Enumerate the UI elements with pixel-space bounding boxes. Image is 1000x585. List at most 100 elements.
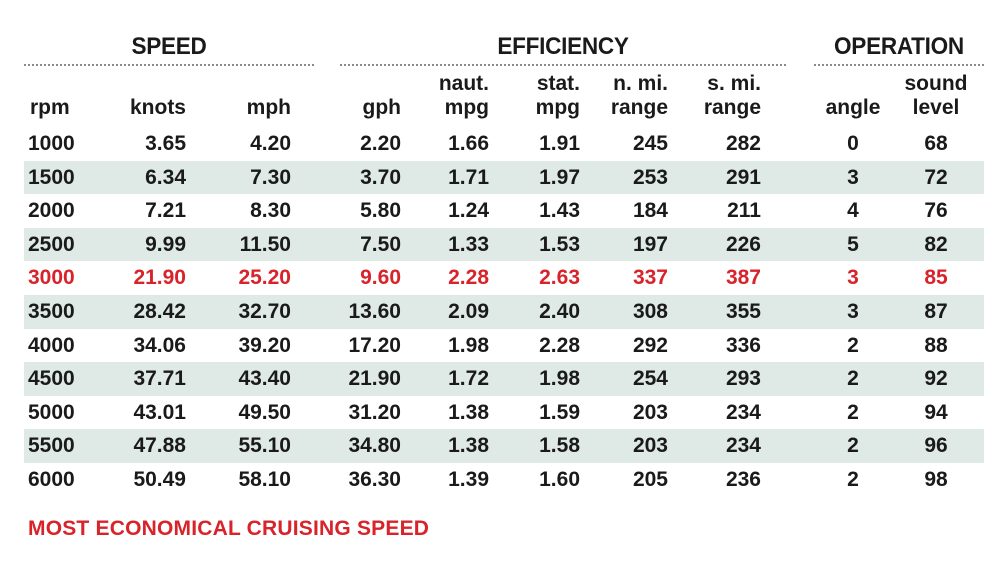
cell-stat-mpg: 1.58 bbox=[539, 434, 580, 458]
cell-naut-mpg: 1.39 bbox=[448, 468, 489, 491]
cell-gph: 34.80 bbox=[348, 434, 401, 458]
cell-s-mi-range: 336 bbox=[725, 333, 761, 357]
col-header-line2: gph bbox=[362, 96, 401, 119]
footnote: MOST ECONOMICAL CRUISING SPEED bbox=[28, 517, 430, 540]
table-row: 3500 28.42 32.70 13.60 2.09 2.40 308 355 3 87 bbox=[24, 295, 984, 329]
group-title-operation: OPERATION bbox=[834, 33, 964, 60]
col-header-line2: knots bbox=[129, 96, 186, 119]
cell-stat-mpg: 1.53 bbox=[539, 232, 580, 256]
table-row: 2500 9.99 11.50 7.50 1.33 1.53 197 226 5 82 bbox=[24, 227, 984, 262]
cell-angle: 5 bbox=[847, 232, 859, 256]
cell-stat-mpg: 1.43 bbox=[539, 199, 580, 223]
cell-knots: 37.71 bbox=[133, 367, 186, 391]
cell-mph: 32.70 bbox=[238, 300, 291, 323]
cell-angle: 2 bbox=[847, 434, 859, 458]
cell-rpm: 3500 bbox=[28, 300, 75, 323]
cell-mph: 39.20 bbox=[238, 333, 291, 357]
cell-mph: 49.50 bbox=[238, 400, 291, 424]
col-header-line1: stat. bbox=[536, 72, 580, 95]
cell-knots: 7.21 bbox=[145, 199, 186, 223]
cell-gph: 2.20 bbox=[360, 132, 401, 155]
col-header-line1: s. mi. bbox=[707, 72, 761, 95]
cell-s-mi-range: 355 bbox=[725, 300, 761, 323]
table-row: 2000 7.21 8.30 5.80 1.24 1.43 184 211 4 76 bbox=[24, 194, 984, 228]
cell-s-mi-range: 234 bbox=[725, 400, 761, 424]
cell-gph: 9.60 bbox=[360, 266, 401, 290]
cell-mph: 11.50 bbox=[239, 232, 291, 256]
cell-n-mi-range: 205 bbox=[632, 468, 668, 491]
cell-s-mi-range: 293 bbox=[725, 367, 761, 391]
group-rule-speed bbox=[24, 64, 314, 66]
cell-gph: 36.30 bbox=[348, 468, 401, 491]
cell-gph: 17.20 bbox=[348, 333, 401, 357]
cell-mph: 4.20 bbox=[250, 132, 291, 155]
cell-rpm: 1500 bbox=[28, 165, 75, 189]
cell-sound-level: 76 bbox=[924, 199, 948, 223]
table-row: 5000 43.01 49.50 31.20 1.38 1.59 203 234 2 94 bbox=[24, 396, 984, 430]
table-row: 6000 50.49 58.10 36.30 1.39 1.60 205 236 2 98 bbox=[24, 463, 984, 497]
cell-knots: 3.65 bbox=[145, 132, 186, 155]
cell-angle: 2 bbox=[847, 400, 859, 424]
cell-rpm: 5000 bbox=[28, 400, 75, 424]
cell-knots: 50.49 bbox=[133, 468, 186, 491]
col-header-angle: angle bbox=[793, 70, 913, 120]
col-header-naut-mpg: naut. mpg bbox=[439, 70, 489, 120]
cell-n-mi-range: 254 bbox=[632, 367, 668, 391]
col-header-line2: mpg bbox=[535, 96, 580, 119]
cell-naut-mpg: 1.98 bbox=[448, 333, 489, 357]
group-title-speed: SPEED bbox=[131, 33, 207, 60]
cell-naut-mpg: 1.38 bbox=[448, 434, 489, 458]
cell-naut-mpg: 1.24 bbox=[448, 199, 489, 223]
cell-knots: 34.06 bbox=[133, 333, 186, 357]
cell-sound-level: 98 bbox=[924, 468, 948, 491]
col-header-line1: naut. bbox=[438, 72, 489, 95]
cell-sound-level: 94 bbox=[924, 400, 948, 424]
cell-stat-mpg: 1.60 bbox=[539, 468, 580, 491]
cell-sound-level: 68 bbox=[924, 132, 948, 155]
cell-rpm: 2500 bbox=[28, 232, 75, 256]
cell-rpm: 2000 bbox=[28, 199, 75, 223]
cell-gph: 31.20 bbox=[348, 400, 401, 424]
cell-rpm: 6000 bbox=[28, 468, 75, 491]
cell-n-mi-range: 253 bbox=[632, 165, 668, 189]
cell-n-mi-range: 292 bbox=[632, 333, 668, 357]
cell-sound-level: 87 bbox=[924, 300, 948, 323]
cell-sound-level: 92 bbox=[924, 367, 948, 391]
cell-knots: 43.01 bbox=[133, 400, 186, 424]
table-row: 5500 47.88 55.10 34.80 1.38 1.58 203 234 2 96 bbox=[24, 429, 984, 463]
col-header-n-mi-range: n. mi. range bbox=[611, 70, 668, 120]
cell-naut-mpg: 2.28 bbox=[448, 266, 489, 290]
cell-sound-level: 96 bbox=[924, 434, 948, 458]
col-header-line2: level bbox=[912, 96, 960, 119]
cell-n-mi-range: 197 bbox=[632, 232, 668, 256]
cell-sound-level: 85 bbox=[924, 266, 948, 290]
cell-knots: 6.34 bbox=[145, 165, 186, 189]
cell-stat-mpg: 2.63 bbox=[539, 266, 580, 290]
cell-angle: 3 bbox=[847, 165, 859, 189]
cell-mph: 25.20 bbox=[238, 266, 291, 290]
cell-knots: 21.90 bbox=[133, 266, 186, 290]
cell-mph: 55.10 bbox=[238, 434, 291, 458]
cell-mph: 7.30 bbox=[250, 165, 291, 189]
cell-naut-mpg: 1.33 bbox=[448, 232, 489, 256]
cell-n-mi-range: 337 bbox=[632, 266, 668, 290]
group-rule-efficiency bbox=[340, 64, 786, 66]
col-header-line2: rpm bbox=[30, 96, 70, 119]
cell-s-mi-range: 226 bbox=[725, 232, 761, 256]
col-header-sound-level: sound level bbox=[876, 70, 996, 120]
table-row: 3000 21.90 25.20 9.60 2.28 2.63 337 387 3 85 bbox=[24, 261, 984, 295]
cell-angle: 2 bbox=[847, 468, 859, 491]
cell-naut-mpg: 1.71 bbox=[448, 165, 489, 189]
cell-angle: 3 bbox=[847, 266, 859, 290]
cell-naut-mpg: 1.66 bbox=[448, 132, 489, 155]
group-title-efficiency: EFFICIENCY bbox=[497, 33, 629, 60]
cell-stat-mpg: 2.40 bbox=[539, 300, 580, 323]
cell-n-mi-range: 308 bbox=[632, 300, 668, 323]
cell-s-mi-range: 236 bbox=[725, 468, 761, 491]
cell-angle: 3 bbox=[847, 300, 859, 323]
cell-rpm: 3000 bbox=[28, 266, 75, 290]
cell-naut-mpg: 1.38 bbox=[448, 400, 489, 424]
col-header-gph: gph bbox=[363, 70, 401, 120]
cell-mph: 58.10 bbox=[238, 468, 291, 491]
col-header-knots: knots bbox=[130, 70, 186, 120]
